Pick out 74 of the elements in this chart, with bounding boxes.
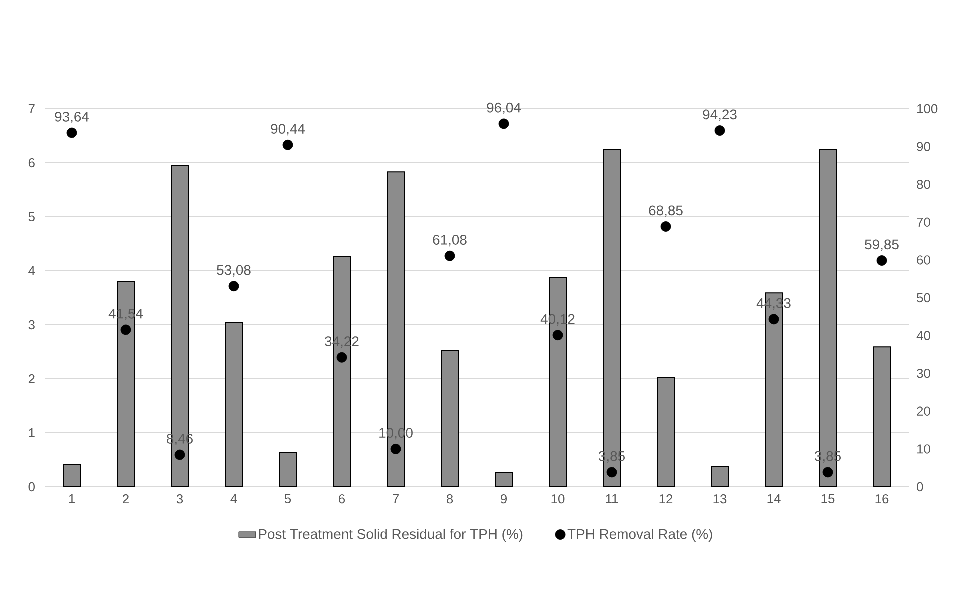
y-tick-label: 0	[28, 482, 35, 492]
y-tick-label: 5	[28, 212, 35, 222]
data-label: 61,08	[433, 235, 467, 247]
bar	[711, 466, 730, 488]
point	[714, 126, 726, 136]
x-tick-label: 11	[606, 494, 618, 504]
y-tick-label: 6	[28, 158, 35, 168]
legend-label: TPH Removal Rate (%)	[568, 528, 712, 542]
data-label: 41,54	[108, 309, 144, 320]
x-tick-label: 15	[822, 494, 835, 504]
y2-tick-label: 80	[917, 180, 930, 190]
point	[120, 324, 132, 336]
data-label: 10,00	[380, 428, 413, 440]
x-tick-label: 2	[123, 494, 129, 504]
data-label: 90,44	[271, 124, 306, 136]
point	[822, 467, 834, 478]
y2-tick-label: 100	[918, 104, 938, 114]
bar	[873, 346, 892, 488]
x-tick-label: 13	[714, 494, 727, 504]
point	[390, 444, 402, 454]
x-tick-label: 10	[552, 494, 565, 504]
x-tick-label: 4	[230, 494, 238, 504]
y2-tick-label: 10	[918, 444, 930, 454]
data-label: 40,12	[540, 314, 575, 326]
point	[552, 330, 564, 341]
y-tick-label: 3	[28, 320, 35, 330]
bar	[441, 350, 460, 488]
y-tick-label: 4	[28, 266, 36, 276]
x-tick-label: 8	[446, 494, 454, 504]
bar	[279, 452, 298, 488]
x-tick-label: 6	[339, 494, 346, 504]
y2-tick-label: 60	[917, 256, 930, 265]
data-label: 53,08	[217, 265, 251, 277]
point	[768, 314, 780, 325]
x-tick-label: 7	[393, 494, 399, 504]
point	[660, 222, 672, 232]
x-tick-label: 5	[284, 494, 292, 504]
x-tick-label: 16	[876, 494, 889, 504]
data-label: 44,33	[756, 298, 791, 310]
data-label: 94,23	[703, 110, 737, 122]
legend-label: Post Treatment Solid Residual for TPH (%)	[259, 528, 523, 542]
y2-tick-label: 0	[917, 482, 924, 492]
y2-tick-label: 20	[917, 406, 930, 416]
data-label: 93,64	[55, 112, 90, 124]
bar	[657, 377, 676, 488]
y2-tick-label: 70	[917, 218, 930, 227]
bar	[63, 464, 81, 488]
point	[174, 450, 186, 460]
y2-tick-label: 40	[916, 331, 930, 340]
y-tick-label: 1	[29, 428, 35, 438]
data-label: 68,85	[649, 206, 683, 218]
point	[336, 352, 348, 363]
y2-tick-label: 90	[917, 142, 930, 152]
point	[606, 467, 618, 478]
point	[282, 140, 294, 150]
point	[876, 256, 888, 266]
y-tick-label: 2	[28, 374, 35, 384]
point	[66, 128, 78, 138]
x-tick-label: 1	[69, 494, 75, 504]
x-tick-label: 12	[660, 494, 673, 504]
data-label: 34,22	[325, 336, 359, 348]
y2-tick-label: 50	[917, 293, 930, 303]
y-tick-label: 7	[28, 104, 35, 114]
x-tick-label: 9	[501, 494, 507, 504]
point	[228, 281, 240, 292]
y2-tick-label: 30	[917, 369, 930, 378]
point	[444, 250, 456, 262]
point	[498, 118, 510, 130]
x-tick-label: 3	[176, 494, 184, 504]
bar	[495, 472, 514, 488]
data-label: 96,04	[487, 102, 522, 114]
data-label: 59,85	[865, 240, 899, 252]
bar	[225, 322, 244, 488]
x-tick-label: 14	[768, 494, 781, 504]
